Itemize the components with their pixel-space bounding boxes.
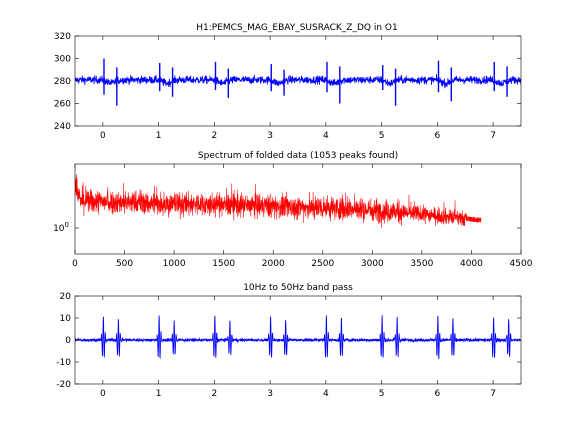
x-tick-label: 4000 — [460, 259, 483, 269]
series-line — [75, 174, 482, 229]
plot-inner — [75, 58, 521, 106]
x-axis: 0 1 2 3 4 5 6 7 — [100, 296, 496, 399]
chart-title: 10Hz to 50Hz band pass — [243, 283, 353, 293]
y-tick-label: 260 — [54, 100, 71, 110]
x-tick-label: 0 — [100, 131, 106, 141]
x-tick-label: 500 — [116, 259, 133, 269]
y-tick-label: -10 — [56, 358, 71, 368]
x-axis: 0 1 2 3 4 5 6 7 — [100, 36, 496, 141]
y-tick-label: -20 — [56, 380, 71, 390]
axes-frame — [74, 163, 522, 255]
x-tick-label: 1 — [156, 131, 162, 141]
plot-inner — [75, 174, 482, 229]
x-tick-label: 1 — [156, 389, 162, 399]
x-tick-label: 4500 — [510, 259, 533, 269]
series-line — [75, 315, 521, 360]
x-tick-label: 4 — [323, 389, 329, 399]
x-tick-label: 7 — [490, 389, 496, 399]
y-axis: 100 — [53, 221, 521, 234]
x-tick-label: 6 — [435, 131, 441, 141]
y-tick-label: 280 — [54, 77, 71, 87]
x-tick-label: 0 — [100, 389, 106, 399]
y-tick-label: 20 — [60, 292, 72, 302]
chart-title: Spectrum of folded data (1053 peaks foun… — [198, 151, 398, 161]
y-tick-label: 0 — [65, 336, 71, 346]
x-tick-label: 5 — [379, 389, 385, 399]
y-tick-label: 300 — [54, 55, 71, 65]
plot-inner — [75, 315, 521, 360]
x-tick-label: 6 — [435, 389, 441, 399]
y-axis: -20 -10 0 10 20 — [56, 292, 521, 390]
x-tick-label: 3 — [267, 131, 273, 141]
x-tick-label: 1000 — [163, 259, 186, 269]
x-tick-label: 2500 — [311, 259, 334, 269]
x-tick-label: 2000 — [262, 259, 285, 269]
y-tick-label: 100 — [53, 221, 69, 234]
x-tick-label: 3 — [267, 389, 273, 399]
y-tick-label: 10 — [60, 314, 72, 324]
x-tick-label: 7 — [490, 131, 496, 141]
panel-spectrum: Spectrum of folded data (1053 peaks foun… — [53, 151, 533, 269]
plot-area — [75, 174, 482, 229]
y-tick-label: 240 — [54, 122, 71, 132]
x-tick-label: 5 — [379, 131, 385, 141]
x-tick-label: 3000 — [361, 259, 384, 269]
x-tick-label: 2 — [212, 131, 218, 141]
x-tick-label: 2 — [212, 389, 218, 399]
y-tick-label: 320 — [54, 32, 71, 42]
plot-area — [75, 58, 521, 106]
x-tick-label: 1500 — [212, 259, 235, 269]
panel-bandpass: 10Hz to 50Hz band pass 0 1 2 3 4 5 6 7 -20 -10 0 1… — [56, 283, 522, 399]
plot-area — [75, 315, 521, 360]
x-tick-label: 0 — [72, 259, 78, 269]
x-tick-label: 3500 — [410, 259, 433, 269]
chart-title: H1:PEMCS_MAG_EBAY_SUSRACK_Z_DQ in O1 — [196, 23, 397, 33]
series-line — [75, 74, 521, 89]
x-axis: 0 500 1000 1500 2000 2500 3000 3500 4000 4500 — [72, 164, 533, 269]
x-tick-label: 4 — [323, 131, 329, 141]
y-axis: 240 260 280 300 320 — [54, 32, 521, 132]
